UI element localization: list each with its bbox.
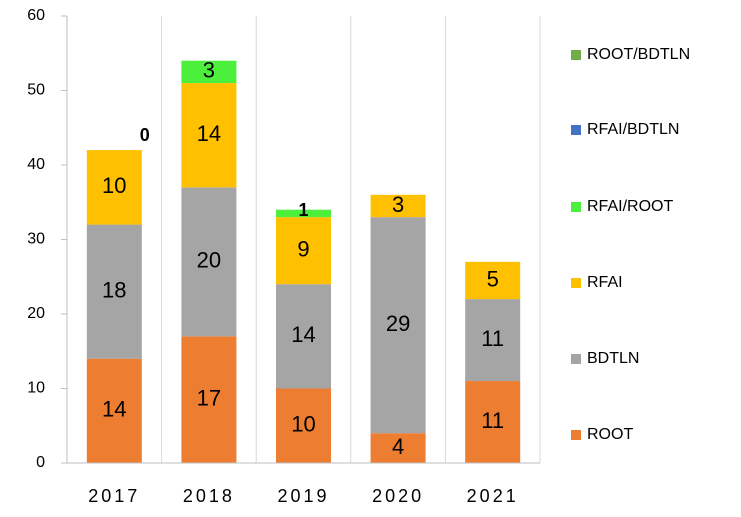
y-tick-label: 30	[27, 231, 45, 248]
x-tick-label: 2021	[467, 486, 519, 506]
x-tick-label: 2020	[372, 486, 424, 506]
data-label: 29	[386, 311, 410, 336]
data-label: 11	[481, 326, 504, 351]
data-label: 4	[392, 434, 404, 459]
data-label: 11	[481, 408, 504, 433]
bar-segment	[181, 336, 237, 463]
x-tick-label: 2018	[183, 486, 235, 506]
bar-segment	[181, 83, 237, 188]
bar-segment	[86, 224, 142, 359]
legend-label: RFAI/ROOT	[587, 198, 673, 215]
data-label: 14	[291, 322, 315, 347]
bar-segment	[370, 194, 426, 218]
data-label: 5	[487, 266, 499, 291]
x-tick-label: 2019	[277, 486, 329, 506]
bar-segment	[276, 388, 331, 463]
legend-swatch	[571, 430, 581, 440]
data-label: 9	[297, 236, 309, 261]
data-label: 20	[197, 248, 221, 273]
data-label: 17	[197, 385, 221, 410]
legend-swatch	[571, 50, 581, 60]
legend-label: BDTLN	[587, 350, 639, 367]
legend-swatch	[571, 125, 581, 135]
legend-label: ROOT/BDTLN	[587, 46, 690, 63]
bar-segment	[181, 60, 237, 84]
data-label: 10	[291, 412, 315, 437]
bar-segment	[86, 150, 142, 225]
data-label: 3	[392, 192, 404, 217]
legend-label: RFAI/BDTLN	[587, 121, 679, 138]
legend-label: ROOT	[587, 426, 633, 443]
x-tick-label: 2017	[88, 486, 140, 506]
y-tick-label: 0	[36, 454, 45, 471]
bar-segment	[86, 358, 142, 463]
legend-swatch	[571, 278, 581, 288]
y-tick-label: 40	[27, 156, 45, 173]
bar-segment	[370, 433, 426, 463]
legend-swatch	[571, 202, 581, 212]
legend-label: RFAI	[587, 274, 623, 291]
data-label: 3	[203, 58, 215, 83]
bar-segment	[465, 299, 521, 382]
data-label: 1	[298, 200, 308, 220]
y-tick-label: 10	[27, 380, 45, 397]
data-label: 0	[140, 125, 150, 145]
y-tick-label: 50	[27, 82, 45, 99]
bar-segment	[465, 381, 521, 463]
y-tick-label: 60	[27, 7, 45, 24]
legend-swatch	[571, 354, 581, 364]
y-tick-label: 20	[27, 305, 45, 322]
bar-segment	[370, 217, 426, 434]
bar-segment	[276, 209, 331, 218]
bar-segment	[181, 187, 237, 337]
bar-segment	[465, 261, 521, 300]
data-label: 14	[197, 121, 221, 146]
bar-segment	[276, 284, 331, 389]
bar-segment	[276, 217, 331, 285]
data-label: 14	[102, 397, 126, 422]
data-label: 18	[102, 277, 126, 302]
data-label: 10	[102, 173, 126, 198]
